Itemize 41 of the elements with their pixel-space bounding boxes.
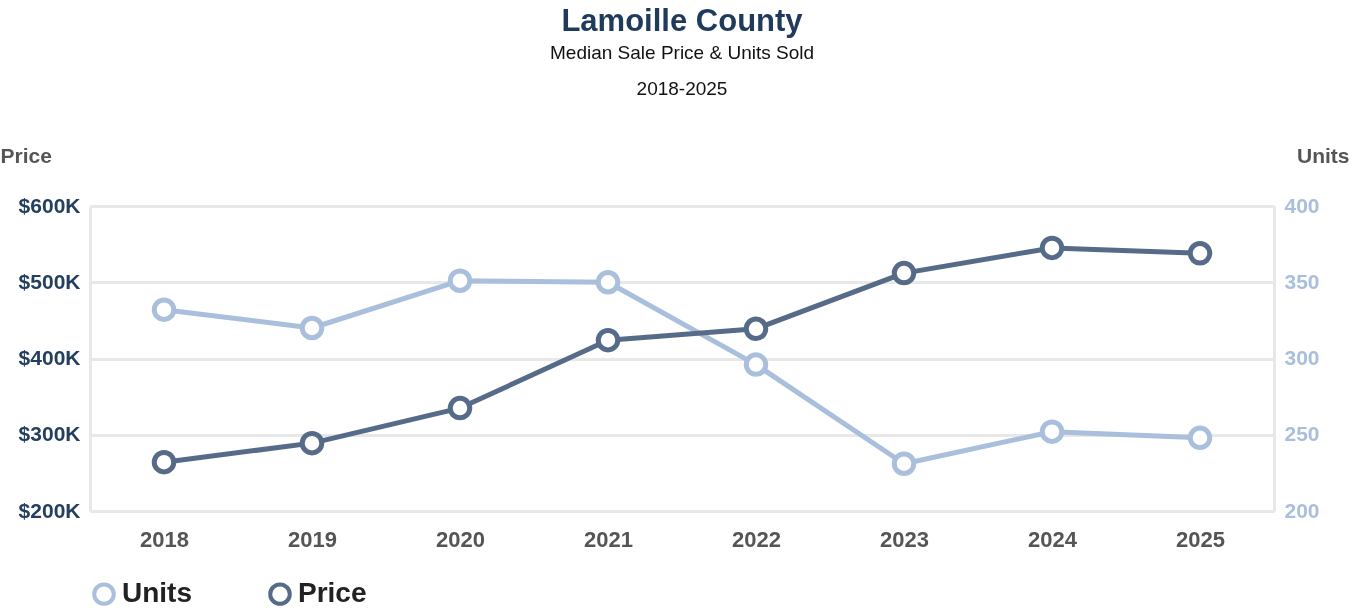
y-tick-label: $400K	[18, 346, 81, 369]
y-tick-label: $300K	[18, 422, 81, 446]
point	[743, 316, 769, 341]
legend-label: Units	[122, 577, 192, 609]
y-tick-label: $200K	[18, 498, 81, 522]
point	[1187, 425, 1213, 451]
chart-title: Lamoille County	[561, 3, 804, 38]
x-tick-label: 2023	[880, 526, 929, 552]
y2-axis-title: Units	[1297, 143, 1350, 167]
chart-subtitle: Median Sale Price & Units Sold	[549, 42, 815, 63]
y2-tick-label: 200	[1284, 498, 1320, 522]
x-tick-label: 2022	[732, 526, 781, 552]
y2-tick-label: 350	[1284, 269, 1320, 293]
point	[595, 327, 621, 353]
legend-label: Price	[298, 577, 367, 609]
y-tick-label: $600K	[18, 193, 81, 217]
point	[1039, 235, 1065, 261]
point	[299, 430, 325, 456]
y-tick-label: $500K	[18, 269, 81, 293]
point	[151, 449, 177, 475]
x-tick-label: 2018	[140, 526, 189, 552]
point	[447, 395, 473, 421]
point	[1187, 241, 1213, 266]
x-tick-label: 2025	[1176, 526, 1225, 552]
x-tick-label: 2020	[436, 526, 485, 552]
text: 2018-2025	[636, 78, 728, 99]
y-axis-title: Price	[0, 143, 52, 167]
point	[299, 315, 325, 341]
point	[891, 451, 917, 476]
y2-tick-label: 400	[1284, 193, 1320, 217]
point	[1039, 419, 1065, 444]
point	[891, 260, 917, 286]
y2-tick-label: 300	[1284, 346, 1320, 369]
y2-tick-label: 250	[1284, 422, 1320, 446]
point	[151, 297, 177, 322]
x-tick-label: 2024	[1028, 526, 1078, 552]
x-tick-label: 2019	[288, 526, 337, 552]
x-tick-label: 2021	[584, 526, 633, 552]
point	[595, 270, 621, 295]
point	[447, 268, 473, 293]
point	[743, 352, 769, 377]
